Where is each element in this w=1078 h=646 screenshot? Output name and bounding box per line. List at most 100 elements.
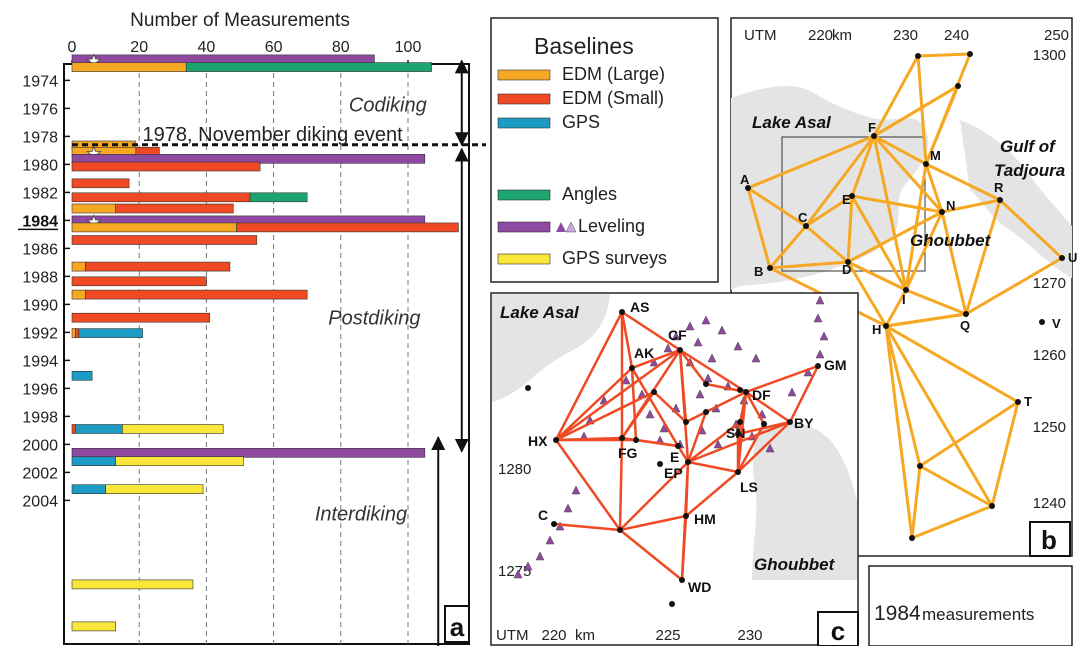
map-c-station-point <box>677 347 683 353</box>
leveling-triangle <box>733 341 743 351</box>
x-axis-title: Number of Measurements <box>130 10 350 31</box>
map-c-baseline <box>618 460 690 532</box>
map-b-station-point <box>923 161 929 167</box>
x-tick-label: 80 <box>332 39 350 56</box>
map-c-baseline <box>652 390 688 424</box>
map-b-station-point <box>1015 399 1021 405</box>
map-c-station-point <box>619 309 625 315</box>
map-c-station-point <box>683 419 689 425</box>
map-c-station-point <box>633 437 639 443</box>
x-tick-label: 100 <box>395 39 422 56</box>
y-axis-ticks: 1974 1976 1978 1980 1982 1984 1986 1988 1990 1992… <box>18 73 70 510</box>
leveling-triangle <box>685 321 695 331</box>
leveling-triangle <box>813 313 823 323</box>
period-label: Postdiking <box>328 307 420 329</box>
map-b-y-tick: 1260 <box>1033 347 1066 364</box>
map-b-x-tick: 250 <box>1044 27 1069 44</box>
map-b-station-point <box>845 259 851 265</box>
map-b-station-point <box>849 193 855 199</box>
map-b-station-point <box>997 197 1003 203</box>
map-b-baseline <box>884 312 968 328</box>
map-c-station-point <box>551 521 557 527</box>
map-b-station-label: U <box>1068 250 1077 265</box>
leveling-triangle <box>523 561 533 571</box>
panel-label-a: a <box>450 612 465 642</box>
map-c-baseline <box>552 522 622 532</box>
leveling-triangle <box>649 357 659 367</box>
map-b-station-point <box>967 51 973 57</box>
map-b-baseline <box>884 324 922 468</box>
bar-segment <box>75 328 80 338</box>
map-b-baseline <box>768 224 808 270</box>
map-b-baseline <box>910 464 922 540</box>
y-tick-label: 2000 <box>22 437 58 454</box>
leveling-triangle <box>713 439 723 449</box>
legend-label: Leveling <box>578 216 645 236</box>
map-c-y-ticks: 1280 1275 <box>498 461 531 580</box>
map-b-station-point <box>917 463 923 469</box>
map-b-unit: km <box>832 27 852 44</box>
map-c-place-names: Lake Asal Ghoubbet <box>500 303 836 574</box>
map-b-y-tick: 1240 <box>1033 495 1066 512</box>
leveling-triangle <box>545 535 555 545</box>
map-b-station-label: M <box>930 148 941 163</box>
map-c-station-label: E <box>670 449 679 465</box>
map-c-station-label: FG <box>618 445 638 461</box>
bar-segment <box>71 222 237 233</box>
map-b-station-point <box>767 265 773 271</box>
bar-segment <box>122 424 224 434</box>
legend-box <box>490 17 719 283</box>
period-arrows <box>72 59 486 646</box>
map-c-station-point <box>815 363 821 369</box>
map-c-baseline <box>680 514 688 582</box>
map-c-station-point <box>685 459 691 465</box>
map-panel-c: UTM km 220 225 230 1280 1275 AS AK CF DF GM HX BY… <box>490 292 859 646</box>
map-c-baseline <box>736 420 792 436</box>
leveling-triangle <box>513 569 523 579</box>
map-c-baseline <box>630 348 682 370</box>
y-tick-label: 1982 <box>22 185 58 202</box>
map-c-baseline <box>686 420 742 464</box>
map-c-baseline <box>736 422 766 474</box>
map-c-station-point <box>629 365 635 371</box>
map-b-baseline <box>998 198 1064 260</box>
map-b-station-label: E <box>842 192 851 207</box>
bar-segment <box>71 276 207 287</box>
map-c-baseline <box>744 390 766 426</box>
bar-segment <box>236 222 459 233</box>
map-c-station-label: CF <box>668 327 687 343</box>
y-tick-label: 1980 <box>22 157 58 174</box>
map-b-baseline <box>872 134 928 166</box>
bar-segment <box>71 424 76 434</box>
legend-swatch <box>497 253 551 265</box>
legend-triangle <box>556 222 566 232</box>
map-b-baselines <box>746 52 1064 540</box>
map-b-baseline <box>768 260 850 270</box>
map-b-baseline <box>918 400 1020 468</box>
grid-lines <box>138 64 409 644</box>
map-b-station-label: I <box>902 292 906 307</box>
map-c-baseline <box>620 310 634 370</box>
map-c-baseline <box>788 364 820 424</box>
map-c-station-point <box>669 601 675 607</box>
map-c-station-label: EP <box>664 465 683 481</box>
map-b-baseline <box>872 134 908 292</box>
y-tick-label: 1978 <box>22 129 58 146</box>
map-b-station-point <box>803 223 809 229</box>
map-b-stations: A B C D E F H I M N Q R T U V <box>740 51 1077 541</box>
map-b-station-label: H <box>872 322 881 337</box>
bar-segment <box>71 370 93 381</box>
map-b-y-tick: 1300 <box>1033 47 1066 64</box>
map-c-station-point <box>703 381 709 387</box>
map-b-y-ticks: 1300 1270 1260 1250 1240 <box>1033 47 1066 512</box>
leveling-triangle <box>563 503 573 513</box>
y-tick-label: 1994 <box>22 353 58 370</box>
bar-segment <box>71 484 106 495</box>
map-b-place: Tadjoura <box>994 161 1065 180</box>
bar-segment <box>185 62 432 72</box>
map-b-utm: UTM <box>744 27 777 44</box>
land-shape-c <box>492 294 610 402</box>
coast-shape-c <box>752 422 857 580</box>
leveling-triangle <box>751 353 761 363</box>
leveling-triangle <box>717 325 727 335</box>
